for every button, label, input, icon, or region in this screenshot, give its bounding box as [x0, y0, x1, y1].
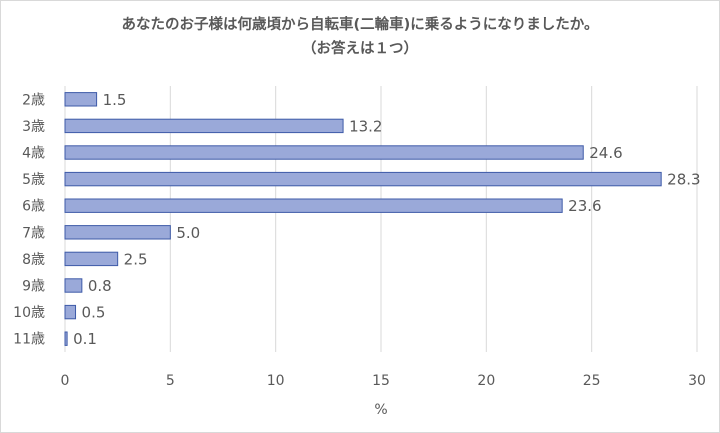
bars [64, 92, 662, 346]
category-labels: 2歳 3歳 4歳 5歳 6歳 7歳 8歳 9歳 10歳 11歳 [13, 92, 45, 347]
x-tick-label-10: 10 [267, 373, 285, 389]
bar-5 [64, 198, 563, 213]
x-tick-label-20: 20 [477, 373, 495, 389]
x-tick-label-30: 30 [688, 373, 706, 389]
category-label-3: 4歳 [22, 146, 45, 162]
category-label-9: 10歳 [13, 305, 45, 321]
data-label-8: 0.8 [88, 277, 112, 295]
data-label-10: 0.1 [73, 330, 97, 348]
category-label-10: 11歳 [13, 332, 45, 348]
category-label-1: 2歳 [22, 92, 45, 108]
data-label-7: 2.5 [124, 250, 148, 268]
x-tick-label-5: 5 [166, 373, 175, 389]
x-tick-label-0: 0 [61, 373, 70, 389]
data-label-4: 28.3 [667, 171, 700, 189]
chart-title-block: あなたのお子様は何歳頃から自転車(二輪車)に乗るようになりましたか。 （お答えは… [1, 13, 719, 61]
x-tick-label-15: 15 [372, 373, 390, 389]
data-label-5: 23.6 [568, 197, 601, 215]
data-label-9: 0.5 [82, 304, 106, 322]
data-labels: 1.5 13.2 24.6 28.3 23.6 5.0 2.5 0.8 0.5 0.1 [73, 91, 700, 348]
data-label-1: 1.5 [103, 91, 127, 109]
category-label-4: 5歳 [22, 172, 45, 188]
chart-title: あなたのお子様は何歳頃から自転車(二輪車)に乗るようになりましたか。 [121, 17, 599, 33]
x-axis-ticks: 0 5 10 15 20 25 30 [61, 373, 706, 389]
category-label-2: 3歳 [22, 119, 45, 135]
category-label-6: 7歳 [22, 225, 45, 241]
bar-1 [64, 92, 98, 107]
bar-6 [64, 225, 171, 240]
data-label-6: 5.0 [176, 224, 200, 242]
x-axis-title: % [374, 402, 387, 418]
category-label-7: 8歳 [22, 252, 45, 268]
bar-9 [64, 304, 77, 320]
category-label-8: 9歳 [22, 279, 45, 295]
bar-10 [64, 331, 68, 346]
chart-subtitle: （お答えは１つ） [302, 41, 418, 57]
category-label-5: 6歳 [22, 199, 45, 215]
bar-7 [64, 251, 119, 267]
data-label-3: 24.6 [589, 144, 622, 162]
bar-8 [64, 278, 83, 293]
bar-4 [64, 171, 662, 187]
data-label-2: 13.2 [349, 117, 382, 135]
bar-2 [64, 118, 344, 134]
x-tick-label-25: 25 [583, 373, 601, 389]
bar-3 [64, 145, 584, 160]
